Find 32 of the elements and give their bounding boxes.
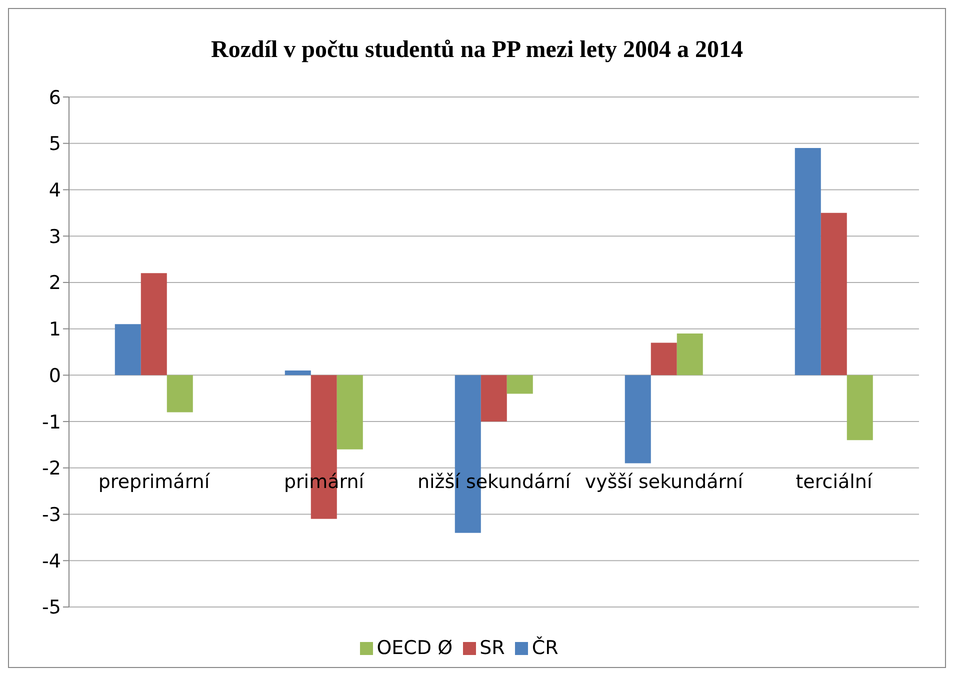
chart-title: Rozdíl v počtu studentů na PP mezi lety 2004 a 2014 [210,36,744,65]
y-tick-label: -4 [42,550,61,572]
x-tick-label: vyšší sekundární [584,471,744,494]
y-tick-label: 5 [48,133,61,156]
bar [820,212,847,376]
y-tick-label: -5 [42,596,61,619]
y-tick-label: 0 [48,364,61,387]
legend-label: SR [480,637,505,659]
bar [166,375,193,412]
y-tick-label: 3 [48,226,61,248]
legend-label: ČR [532,637,558,659]
bar [140,273,167,376]
x-tick-label: terciální [796,471,873,494]
y-tick-label: 6 [48,86,61,109]
bar [650,342,677,376]
x-tick-label: preprimární [98,471,210,494]
y-tick-label: -2 [42,458,61,480]
bar [506,375,533,394]
bar [624,375,651,464]
bar [480,375,507,422]
bar [794,148,821,376]
y-tick-label: 4 [48,179,61,202]
y-tick-label: -1 [42,411,61,434]
bar [336,375,363,450]
legend-label: OECD Ø [376,637,453,659]
bar [676,333,703,376]
y-tick-label: 2 [48,272,61,294]
bar [284,370,311,376]
y-tick-label: -3 [42,504,61,526]
y-tick-label: 1 [48,318,61,341]
bar [846,375,873,440]
bar [114,324,141,376]
